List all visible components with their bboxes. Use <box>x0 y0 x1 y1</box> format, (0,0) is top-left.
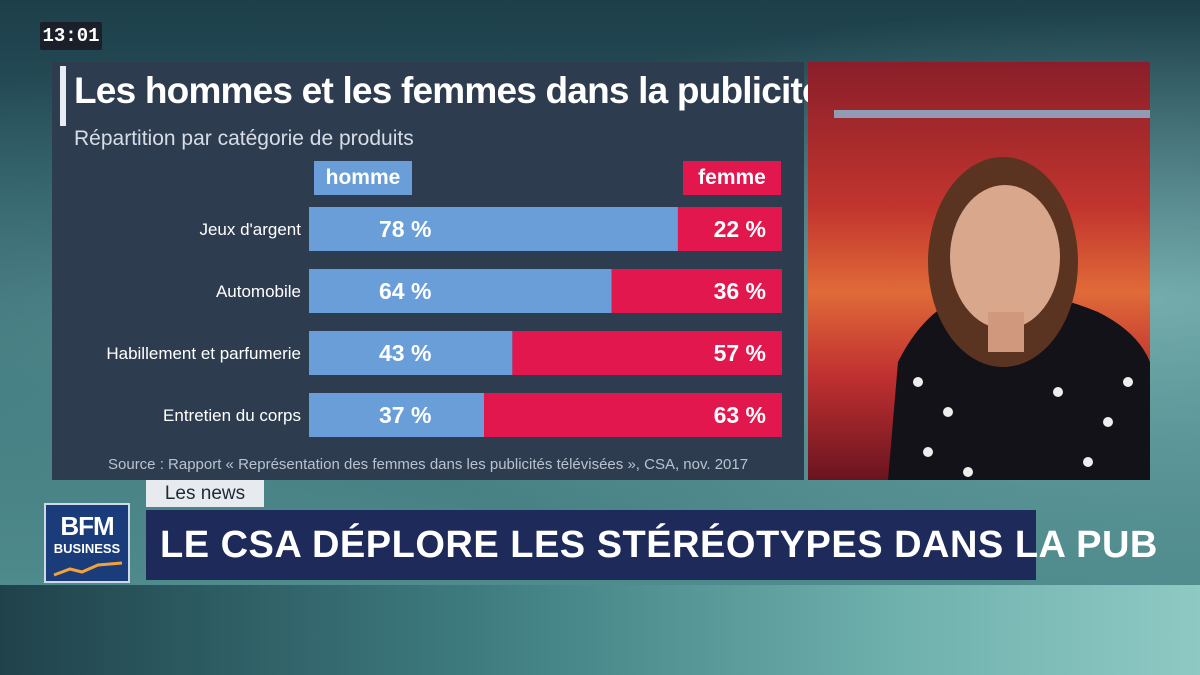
legend-homme: homme <box>314 161 412 195</box>
chart-subtitle: Répartition par catégorie de produits <box>74 127 414 150</box>
background-bottom <box>0 585 1200 675</box>
data-label-femme: 57 % <box>714 340 766 366</box>
data-label-homme: 78 % <box>379 216 431 242</box>
headline-bar <box>146 510 1036 580</box>
data-label-homme: 37 % <box>379 402 431 428</box>
data-label-femme: 36 % <box>714 278 766 304</box>
logo-line1: BFM <box>60 511 114 541</box>
video-feed <box>808 62 1150 480</box>
bar-homme <box>309 331 513 375</box>
bar-femme <box>677 207 782 251</box>
bar-homme <box>309 207 678 251</box>
bar-homme <box>309 269 612 313</box>
chart-title: Les hommes et les femmes dans la publici… <box>74 70 823 111</box>
logo-line2: BUSINESS <box>53 541 121 556</box>
video-studio-stripe <box>834 110 1150 118</box>
bar-femme <box>484 393 782 437</box>
category-label: Jeux d'argent <box>199 220 301 239</box>
presenter-silhouette <box>888 157 1150 480</box>
category-label: Entretien du corps <box>163 406 301 425</box>
category-label: Automobile <box>216 282 301 301</box>
bar-homme <box>309 393 485 437</box>
data-label-femme: 22 % <box>714 216 766 242</box>
clock: 13:01 <box>40 22 102 50</box>
bfm-business-logo: BFM BUSINESS <box>44 503 130 583</box>
headline: LE CSA DÉPLORE LES STÉRÉOTYPES DANS LA P… <box>160 524 1158 566</box>
data-label-homme: 43 % <box>379 340 431 366</box>
logo-graph-icon <box>53 561 123 577</box>
section-label: Les news <box>146 480 264 507</box>
data-label-homme: 64 % <box>379 278 431 304</box>
bar-femme <box>611 269 782 313</box>
title-accent-bar <box>60 66 66 126</box>
category-label: Habillement et parfumerie <box>106 344 301 363</box>
stacked-bar-chart: Jeux d'argent 78 % 22 % Automobile 64 % 36 % H… <box>106 207 782 437</box>
data-label-femme: 63 % <box>714 402 766 428</box>
chart-source: Source : Rapport « Représentation des fe… <box>108 456 749 473</box>
bar-femme <box>512 331 782 375</box>
legend-femme: femme <box>683 161 781 195</box>
